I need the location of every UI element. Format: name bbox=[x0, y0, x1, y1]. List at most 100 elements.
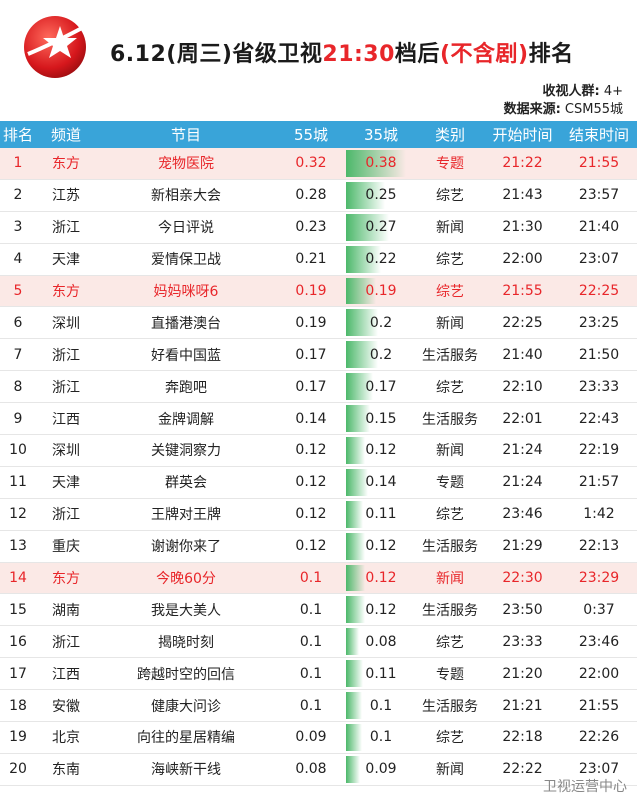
end-time-cell: 22:25 bbox=[561, 275, 637, 308]
end-time-cell: 1:42 bbox=[561, 498, 637, 531]
table-row: 3 浙江 今日评说 0.23 0.27 新闻 21:30 21:40 bbox=[0, 211, 637, 244]
category-cell: 新闻 bbox=[416, 434, 484, 467]
table-row: 16 浙江 揭晓时刻 0.1 0.08 综艺 23:33 23:46 bbox=[0, 625, 637, 659]
category-cell: 综艺 bbox=[416, 625, 484, 659]
rank-cell: 5 bbox=[0, 275, 36, 308]
rating55-cell: 0.1 bbox=[276, 689, 346, 723]
rating35-value: 0.27 bbox=[365, 219, 397, 236]
column-header-rank: 排名 bbox=[0, 121, 36, 148]
program-cell: 宠物医院 bbox=[96, 148, 276, 180]
rank-cell: 20 bbox=[0, 753, 36, 786]
rating35-value: 0.15 bbox=[365, 410, 397, 427]
rating35-cell: 0.12 bbox=[346, 593, 416, 627]
channel-cell: 浙江 bbox=[36, 211, 96, 244]
rating35-cell: 0.25 bbox=[346, 179, 416, 212]
rating35-cell: 0.38 bbox=[346, 148, 416, 180]
rating35-bar bbox=[346, 564, 365, 592]
channel-cell: 江西 bbox=[36, 657, 96, 691]
title-highlight-note: (不含剧) bbox=[439, 42, 529, 67]
rating55-cell: 0.19 bbox=[276, 275, 346, 308]
rank-cell: 3 bbox=[0, 211, 36, 244]
rating35-value: 0.2 bbox=[369, 314, 393, 331]
table-row: 4 天津 爱情保卫战 0.21 0.22 综艺 22:00 23:07 bbox=[0, 243, 637, 276]
rating35-value: 0.12 bbox=[365, 442, 397, 459]
rating35-bar bbox=[346, 181, 385, 209]
column-header-city35: 35城 bbox=[346, 121, 416, 148]
rating35-cell: 0.15 bbox=[346, 402, 416, 436]
rating55-cell: 0.32 bbox=[276, 148, 346, 180]
start-time-cell: 21:30 bbox=[484, 211, 561, 244]
channel-cell: 江苏 bbox=[36, 179, 96, 212]
category-cell: 综艺 bbox=[416, 243, 484, 276]
rating35-bar bbox=[346, 277, 376, 305]
rating35-bar bbox=[346, 213, 389, 241]
rating55-cell: 0.12 bbox=[276, 434, 346, 467]
program-cell: 今晚60分 bbox=[96, 562, 276, 595]
category-cell: 综艺 bbox=[416, 370, 484, 404]
channel-cell: 湖南 bbox=[36, 593, 96, 627]
end-time-cell: 23:25 bbox=[561, 306, 637, 340]
rank-cell: 11 bbox=[0, 466, 36, 499]
category-cell: 生活服务 bbox=[416, 402, 484, 436]
rating35-bar bbox=[346, 628, 359, 656]
rating35-bar bbox=[346, 692, 362, 720]
rank-cell: 15 bbox=[0, 593, 36, 627]
end-time-cell: 21:50 bbox=[561, 338, 637, 372]
category-cell: 新闻 bbox=[416, 306, 484, 340]
rating35-value: 0.12 bbox=[365, 538, 397, 555]
rating55-cell: 0.1 bbox=[276, 657, 346, 691]
start-time-cell: 21:20 bbox=[484, 657, 561, 691]
rating55-cell: 0.23 bbox=[276, 211, 346, 244]
rank-cell: 9 bbox=[0, 402, 36, 436]
title-prefix: 6.12(周三)省级卫视 bbox=[110, 42, 323, 67]
channel-cell: 安徽 bbox=[36, 689, 96, 723]
start-time-cell: 21:40 bbox=[484, 338, 561, 372]
program-cell: 谢谢你来了 bbox=[96, 530, 276, 563]
table-row: 6 深圳 直播港澳台 0.19 0.2 新闻 22:25 23:25 bbox=[0, 306, 637, 340]
table-row: 12 浙江 王牌对王牌 0.12 0.11 综艺 23:46 1:42 bbox=[0, 498, 637, 531]
rating35-value: 0.38 bbox=[365, 155, 397, 172]
title-suffix: 排名 bbox=[528, 42, 574, 67]
channel-cell: 深圳 bbox=[36, 434, 96, 467]
table-row: 20 东南 海峡新干线 0.08 0.09 新闻 22:22 23:07 bbox=[0, 753, 637, 786]
rating35-value: 0.25 bbox=[365, 187, 397, 204]
category-cell: 综艺 bbox=[416, 179, 484, 212]
category-cell: 专题 bbox=[416, 657, 484, 691]
start-time-cell: 21:24 bbox=[484, 434, 561, 467]
end-time-cell: 0:37 bbox=[561, 593, 637, 627]
rating35-bar bbox=[346, 468, 368, 496]
rating35-bar bbox=[346, 245, 381, 273]
rating35-cell: 0.17 bbox=[346, 370, 416, 404]
rating35-cell: 0.09 bbox=[346, 753, 416, 786]
program-cell: 关键洞察力 bbox=[96, 434, 276, 467]
rating35-cell: 0.19 bbox=[346, 275, 416, 308]
rating35-bar bbox=[346, 532, 365, 560]
rating35-value: 0.08 bbox=[365, 633, 397, 650]
rating55-cell: 0.28 bbox=[276, 179, 346, 212]
start-time-cell: 21:29 bbox=[484, 530, 561, 563]
program-cell: 揭晓时刻 bbox=[96, 625, 276, 659]
category-cell: 新闻 bbox=[416, 211, 484, 244]
rating35-cell: 0.1 bbox=[346, 689, 416, 723]
rating55-cell: 0.1 bbox=[276, 593, 346, 627]
end-time-cell: 22:13 bbox=[561, 530, 637, 563]
rank-cell: 2 bbox=[0, 179, 36, 212]
program-cell: 金牌调解 bbox=[96, 402, 276, 436]
table-row: 1 东方 宠物医院 0.32 0.38 专题 21:22 21:55 bbox=[0, 148, 637, 180]
rating35-value: 0.11 bbox=[365, 506, 397, 523]
category-cell: 生活服务 bbox=[416, 689, 484, 723]
rank-cell: 4 bbox=[0, 243, 36, 276]
rank-cell: 7 bbox=[0, 338, 36, 372]
title-highlight-time: 21:30 bbox=[322, 42, 395, 67]
rating55-cell: 0.1 bbox=[276, 625, 346, 659]
rank-cell: 13 bbox=[0, 530, 36, 563]
end-time-cell: 22:26 bbox=[561, 721, 637, 754]
program-cell: 跨越时空的回信 bbox=[96, 657, 276, 691]
end-time-cell: 23:46 bbox=[561, 625, 637, 659]
rating55-cell: 0.1 bbox=[276, 562, 346, 595]
program-cell: 今日评说 bbox=[96, 211, 276, 244]
rating35-bar bbox=[346, 596, 365, 624]
audience-meta: 收视人群: 4+ bbox=[542, 80, 623, 99]
table-row: 7 浙江 好看中国蓝 0.17 0.2 生活服务 21:40 21:50 bbox=[0, 338, 637, 372]
rating55-cell: 0.21 bbox=[276, 243, 346, 276]
